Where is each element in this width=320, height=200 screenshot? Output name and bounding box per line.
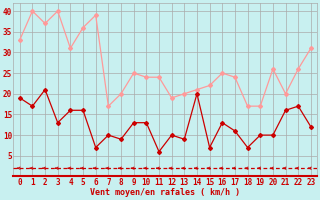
X-axis label: Vent moyen/en rafales ( km/h ): Vent moyen/en rafales ( km/h ) <box>90 188 240 197</box>
